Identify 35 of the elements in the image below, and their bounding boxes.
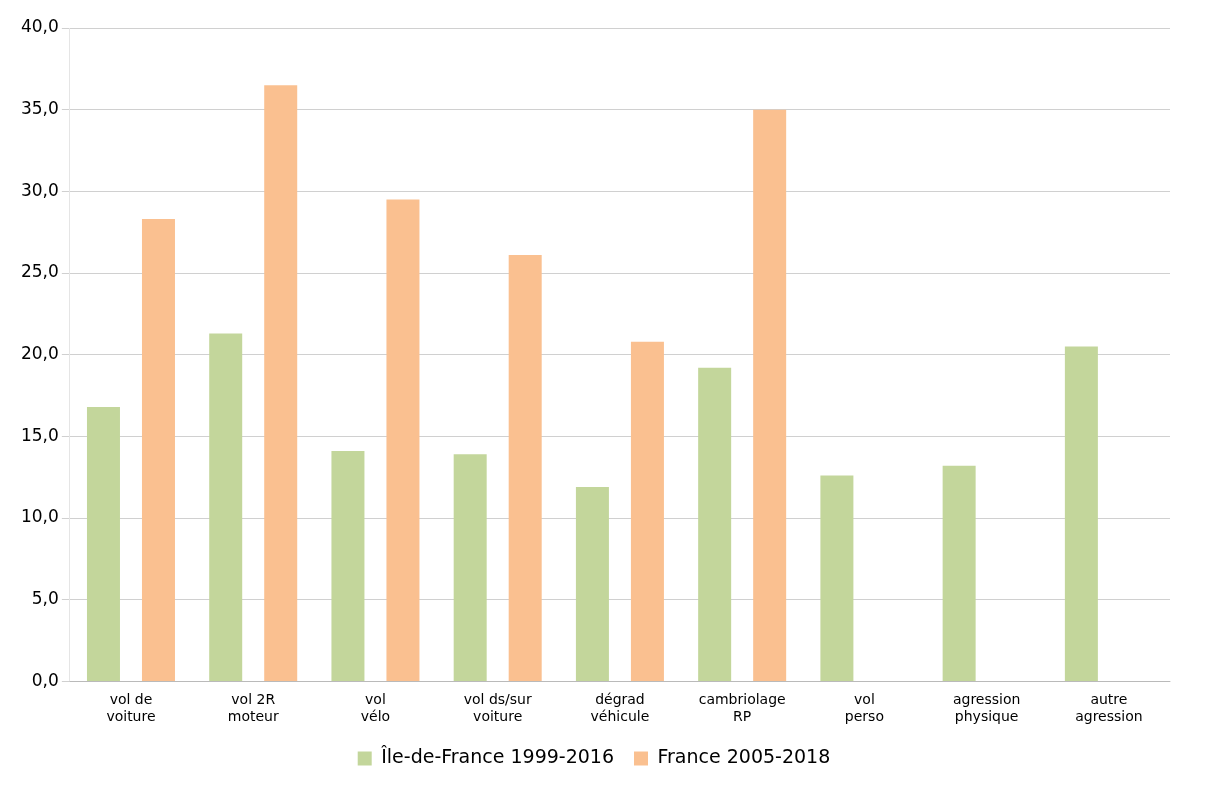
bar bbox=[331, 451, 365, 681]
x-tick-label: agression physique bbox=[952, 691, 1021, 725]
x-tick-label: vol 2R moteur bbox=[227, 691, 279, 725]
x-tick-label: dégrad véhicule bbox=[590, 691, 650, 725]
y-tick-label: 35,0 bbox=[20, 98, 59, 119]
x-tick-label: vol ds/sur voiture bbox=[463, 691, 532, 725]
x-tick-label: vol perso bbox=[844, 691, 884, 725]
y-tick-label: 10,0 bbox=[20, 506, 59, 527]
bar bbox=[508, 255, 542, 681]
y-tick-label: 15,0 bbox=[20, 424, 59, 445]
y-tick-label: 40,0 bbox=[20, 16, 59, 37]
bar bbox=[141, 219, 175, 681]
x-tick-label: cambriolage RP bbox=[698, 691, 786, 725]
bar bbox=[453, 454, 487, 681]
bar bbox=[386, 199, 420, 681]
bar bbox=[698, 367, 732, 681]
y-tick-label: 30,0 bbox=[20, 179, 59, 200]
bar bbox=[820, 475, 854, 681]
legend-label: France 2005-2018 bbox=[657, 745, 831, 768]
bar bbox=[575, 487, 609, 681]
bar bbox=[630, 341, 664, 681]
legend-label: Île-de-France 1999-2016 bbox=[380, 745, 615, 768]
bar bbox=[1064, 346, 1098, 681]
y-tick-label: 25,0 bbox=[20, 261, 59, 282]
y-tick-label: 0,0 bbox=[31, 669, 59, 690]
bar bbox=[86, 406, 120, 681]
y-tick-label: 5,0 bbox=[31, 588, 59, 609]
x-tick-label: vol vélo bbox=[360, 691, 391, 725]
x-tick-label: vol de voiture bbox=[106, 691, 156, 725]
bar bbox=[209, 333, 243, 681]
bar bbox=[942, 465, 976, 681]
x-tick-label: autre agression bbox=[1075, 691, 1143, 725]
bar bbox=[264, 85, 298, 681]
bar bbox=[753, 109, 787, 681]
y-tick-label: 20,0 bbox=[20, 343, 59, 364]
